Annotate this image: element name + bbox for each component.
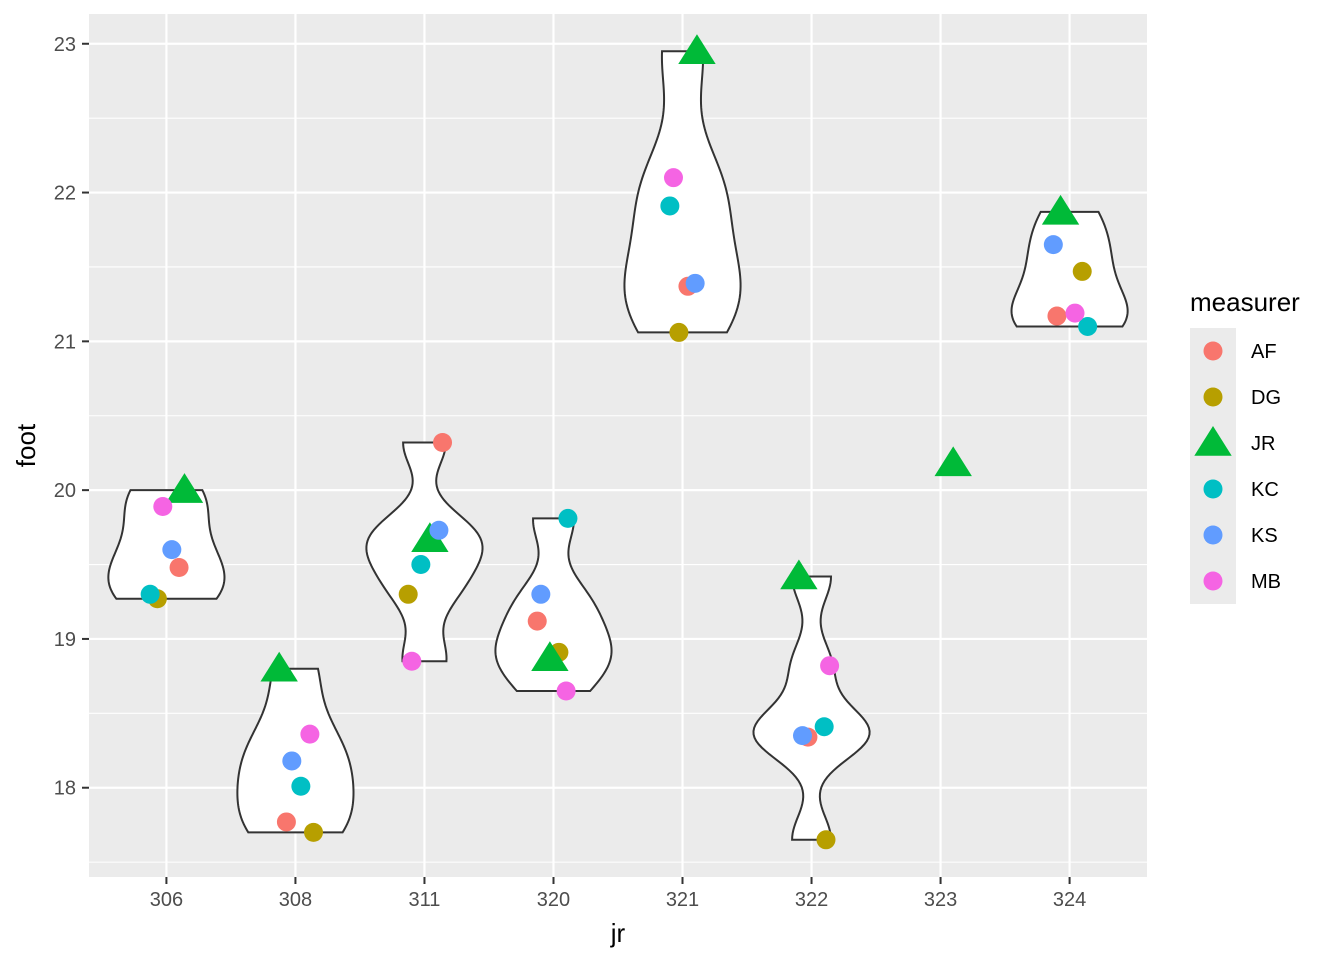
legend-label-KC: KC — [1251, 479, 1279, 501]
point-321-MB — [663, 168, 683, 188]
point-321-JR — [678, 34, 716, 64]
point-311-DG — [398, 584, 418, 604]
x-tick-label: 306 — [150, 889, 183, 911]
point-320-AF — [527, 611, 547, 631]
point-308-KS — [282, 751, 302, 771]
point-322-JR — [780, 559, 818, 590]
x-tick-label: 324 — [1053, 889, 1086, 911]
y-tick-label: 19 — [54, 629, 76, 651]
legend-symbol-DG — [1203, 387, 1223, 407]
point-311-MB — [402, 651, 422, 671]
point-322-DG — [816, 830, 836, 850]
legend-symbol-JR — [1194, 426, 1232, 456]
legend-label-KS: KS — [1251, 525, 1278, 547]
point-322-KC — [814, 717, 834, 737]
point-306-MB — [153, 497, 173, 517]
point-320-KS — [531, 584, 551, 604]
legend-label-DG: DG — [1251, 387, 1281, 409]
point-306-KS — [162, 540, 182, 560]
legend-symbol-AF — [1203, 341, 1223, 361]
legend-symbol-KS — [1203, 525, 1223, 545]
violin-320 — [494, 517, 613, 693]
point-308-DG — [304, 822, 324, 842]
y-tick-label: 18 — [54, 778, 76, 800]
y-tick-label: 23 — [54, 34, 76, 56]
point-311-KS — [429, 520, 449, 540]
point-311-JR — [411, 522, 449, 552]
point-324-MB — [1065, 303, 1085, 323]
y-axis: 18 19 20 21 22 23 — [54, 34, 89, 800]
point-308-AF — [276, 812, 296, 832]
x-tick-label: 321 — [666, 889, 699, 911]
legend: measurer AF DG JR KC KS MB — [1190, 287, 1300, 604]
violin-324 — [1010, 210, 1129, 328]
point-321-KS — [685, 273, 705, 293]
point-306-AF — [169, 558, 189, 578]
x-tick-label: 322 — [795, 889, 828, 911]
point-311-AF — [433, 433, 453, 453]
violin-321 — [623, 50, 742, 334]
point-311-KC — [411, 555, 431, 575]
point-308-JR — [260, 651, 298, 682]
legend-label-MB: MB — [1251, 571, 1281, 593]
point-324-JR — [1041, 194, 1080, 225]
point-324-KS — [1043, 235, 1063, 255]
point-320-MB — [556, 681, 576, 701]
y-axis-title: foot — [11, 423, 41, 467]
x-tick-label: 320 — [537, 889, 570, 911]
point-322-MB — [820, 656, 840, 676]
y-tick-label: 22 — [54, 183, 76, 205]
point-321-DG — [669, 322, 689, 342]
legend-symbol-MB — [1203, 571, 1223, 591]
x-axis: 306 308 311 320 321 322 323 324 — [150, 877, 1086, 911]
point-322-KS — [793, 726, 813, 746]
point-323-JR — [934, 446, 972, 477]
point-308-KC — [291, 776, 311, 796]
legend-symbol-KC — [1203, 479, 1223, 499]
y-tick-label: 20 — [54, 480, 76, 502]
legend-label-JR: JR — [1251, 433, 1275, 455]
x-tick-label: 308 — [279, 889, 312, 911]
legend-label-AF: AF — [1251, 341, 1277, 363]
point-308-MB — [300, 724, 320, 744]
point-320-JR — [531, 641, 569, 672]
point-320-KC — [558, 508, 578, 528]
y-tick-label: 21 — [54, 331, 76, 353]
point-324-AF — [1047, 306, 1067, 326]
x-tick-label: 323 — [924, 889, 957, 911]
point-324-KC — [1078, 316, 1098, 336]
point-321-KC — [660, 196, 680, 216]
point-306-JR — [165, 473, 204, 503]
x-tick-label: 311 — [409, 889, 441, 911]
point-324-DG — [1072, 261, 1092, 281]
data-points — [140, 34, 1098, 850]
legend-title: measurer — [1190, 287, 1300, 317]
x-axis-title: jr — [610, 918, 626, 948]
point-306-KC — [140, 584, 160, 604]
